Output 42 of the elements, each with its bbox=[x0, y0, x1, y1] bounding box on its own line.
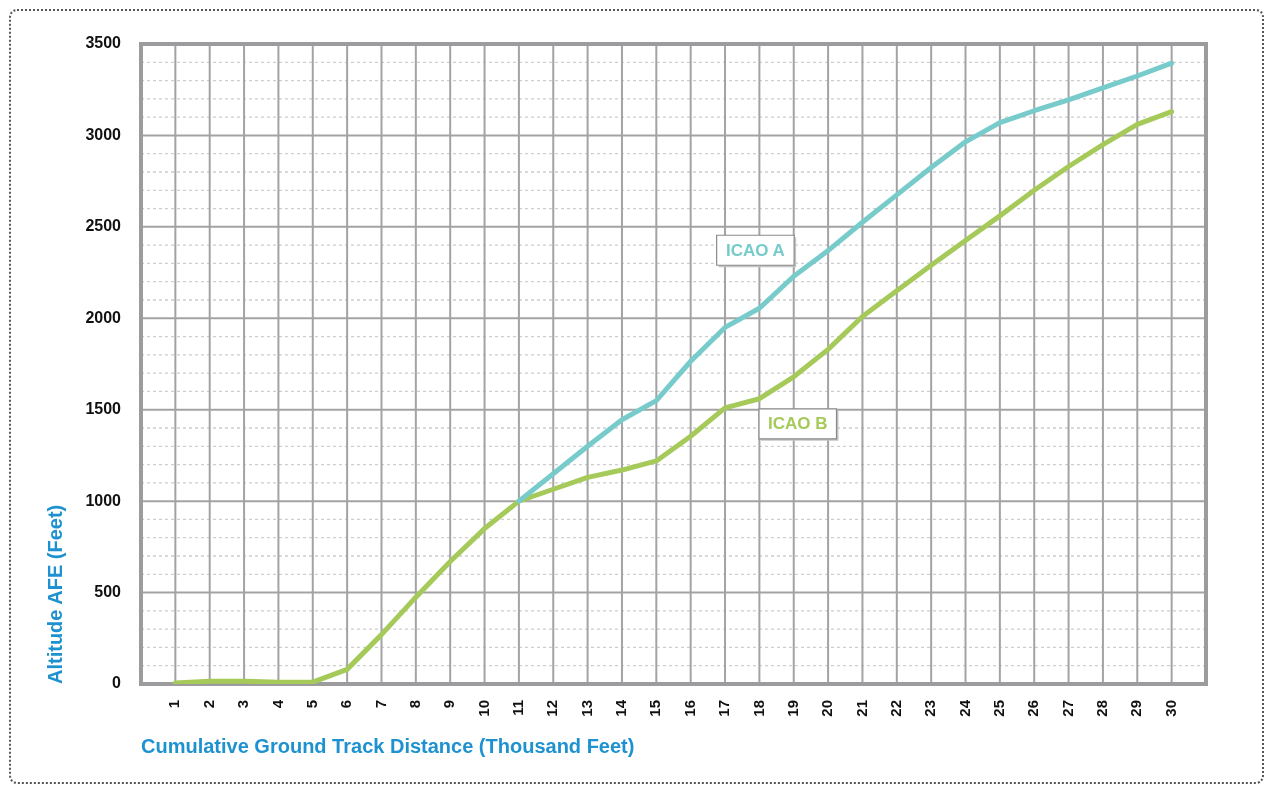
x-tick-label: 17 bbox=[715, 700, 733, 717]
x-tick-label: 25 bbox=[990, 700, 1008, 717]
x-tick-label: 22 bbox=[886, 700, 904, 717]
y-axis-title: Altitude AFE (Feet) bbox=[43, 504, 66, 684]
x-tick-label: 2 bbox=[199, 700, 217, 709]
y-tick-label: 3000 bbox=[85, 125, 122, 143]
x-tick-label: 4 bbox=[268, 699, 286, 709]
x-tick-label: 8 bbox=[405, 700, 423, 709]
x-tick-label: 23 bbox=[921, 700, 939, 717]
series-label: ICAO B bbox=[767, 414, 828, 434]
x-tick-label: 12 bbox=[543, 700, 561, 717]
x-tick-label: 20 bbox=[818, 700, 836, 717]
x-tick-label: 16 bbox=[680, 700, 698, 717]
x-tick-label: 11 bbox=[509, 700, 527, 716]
x-tick-label: 30 bbox=[1161, 700, 1179, 717]
y-tick-label: 2000 bbox=[85, 308, 122, 326]
x-tick-label: 18 bbox=[749, 700, 767, 717]
x-axis-title: Cumulative Ground Track Distance (Thousand Feet) bbox=[141, 734, 635, 757]
x-tick-label: 14 bbox=[612, 699, 630, 717]
x-tick-label: 24 bbox=[955, 699, 973, 717]
x-tick-label: 13 bbox=[577, 700, 595, 717]
y-tick-label: 500 bbox=[94, 582, 122, 600]
y-tick-label: 1500 bbox=[85, 400, 122, 418]
x-tick-label: 19 bbox=[783, 700, 801, 717]
x-tick-label: 6 bbox=[337, 700, 355, 709]
x-tick-label: 7 bbox=[371, 700, 389, 709]
y-tick-label: 3500 bbox=[85, 34, 122, 52]
x-tick-label: 26 bbox=[1024, 700, 1042, 717]
x-tick-label: 5 bbox=[302, 700, 320, 709]
y-tick-label: 2500 bbox=[85, 217, 122, 235]
x-tick-label: 1 bbox=[165, 700, 183, 709]
x-tick-label: 10 bbox=[474, 700, 492, 717]
x-tick-label: 28 bbox=[1093, 700, 1111, 717]
x-tick-label: 15 bbox=[646, 700, 664, 717]
series-label: ICAO A bbox=[725, 240, 785, 260]
y-tick-label: 0 bbox=[112, 674, 122, 692]
x-tick-label: 29 bbox=[1127, 700, 1145, 717]
y-tick-label: 1000 bbox=[85, 491, 122, 509]
x-tick-label: 9 bbox=[440, 700, 458, 709]
x-tick-label: 27 bbox=[1058, 700, 1076, 717]
x-tick-label: 3 bbox=[234, 700, 252, 709]
x-tick-label: 21 bbox=[852, 700, 870, 717]
